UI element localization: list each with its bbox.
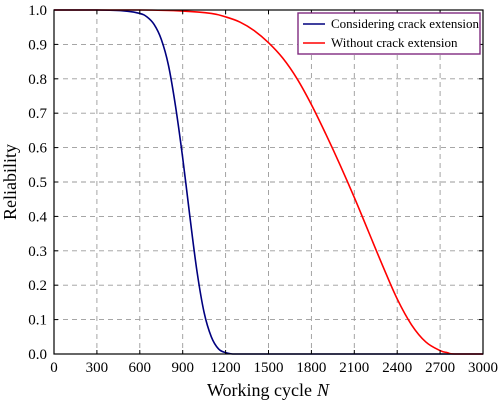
y-tick-label: 0.2 (28, 278, 47, 294)
y-tick-label: 0.3 (28, 244, 47, 260)
y-tick-label: 0.7 (28, 106, 47, 122)
y-tick-label: 0.9 (28, 37, 47, 53)
x-tick-label: 300 (86, 360, 109, 376)
x-tick-label: 600 (129, 360, 152, 376)
grid-layer (54, 10, 483, 354)
x-tick-label: 0 (50, 360, 58, 376)
y-tick-label: 0.6 (28, 141, 47, 157)
x-tick-label: 3000 (468, 360, 498, 376)
x-tick-label: 900 (171, 360, 194, 376)
x-tick-label: 2700 (425, 360, 455, 376)
x-axis-label: Working cycle (207, 380, 312, 400)
x-axis-title: Working cycle N (207, 380, 330, 400)
x-tick-label: 1500 (254, 360, 284, 376)
y-tick-label: 0.4 (28, 209, 47, 225)
y-tick-label: 0.8 (28, 72, 47, 88)
legend: Considering crack extension Without crac… (297, 12, 481, 55)
y-tick-label: 0.0 (28, 347, 47, 363)
tick-layer (53, 9, 484, 355)
x-tick-label: 2100 (339, 360, 369, 376)
y-axis-title: Reliability (0, 144, 20, 220)
legend-label-without: Without crack extension (331, 35, 458, 50)
y-tick-label: 1.0 (28, 3, 47, 19)
x-axis-variable: N (316, 380, 330, 400)
x-tick-label: 1200 (211, 360, 241, 376)
y-tick-label: 0.1 (28, 313, 47, 329)
y-tick-labels: 0.0 0.1 0.2 0.3 0.4 0.5 0.6 0.7 0.8 0.9 1.0 (28, 3, 47, 363)
x-tick-label: 2400 (382, 360, 412, 376)
x-tick-label: 1800 (296, 360, 326, 376)
y-tick-label: 0.5 (28, 175, 47, 191)
x-tick-labels: 0 300 600 900 1200 1500 1800 2100 2400 2700 3000 (50, 360, 498, 376)
series-line-without-crack-extension (53, 9, 483, 355)
legend-box (297, 12, 481, 55)
legend-label-considering: Considering crack extension (331, 16, 480, 31)
